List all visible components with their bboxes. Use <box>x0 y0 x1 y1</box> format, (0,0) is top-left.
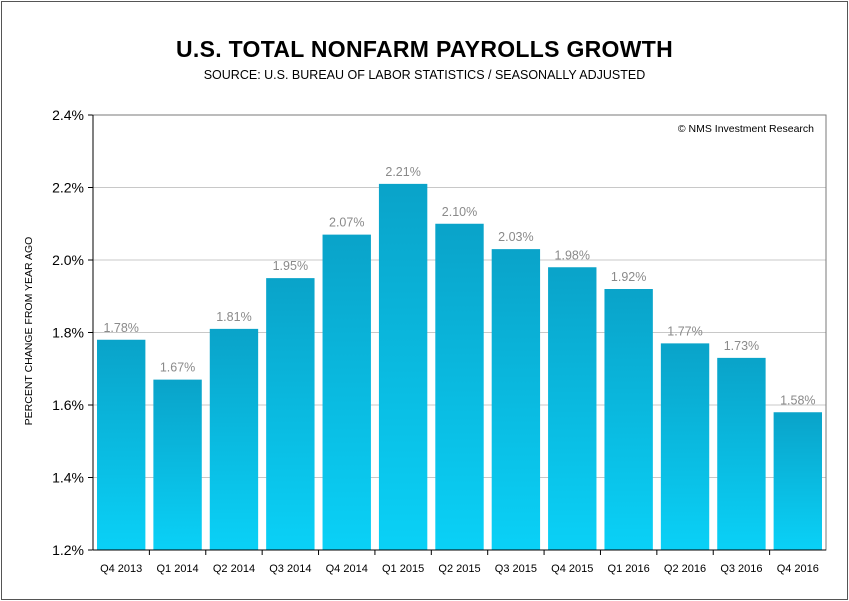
data-label: 1.58% <box>780 393 815 407</box>
x-tick-label: Q4 2016 <box>777 563 819 575</box>
x-tick-label: Q4 2014 <box>326 563 368 575</box>
bar <box>322 234 371 550</box>
bar <box>378 183 428 550</box>
bar <box>266 278 315 550</box>
chart-title: U.S. TOTAL NONFARM PAYROLLS GROWTH <box>175 36 674 62</box>
chart-subtitle: SOURCE: U.S. BUREAU OF LABOR STATISTICS … <box>203 68 646 82</box>
y-tick-label: 1.8% <box>52 325 84 341</box>
x-tick-label: Q2 2015 <box>438 563 480 575</box>
data-label: 2.03% <box>498 230 533 244</box>
y-tick-label: 2.4% <box>52 107 84 123</box>
x-tick-label: Q3 2014 <box>269 563 311 575</box>
bar <box>435 223 484 550</box>
bar <box>153 379 202 550</box>
x-tick-label: Q1 2015 <box>382 563 424 575</box>
data-label: 2.07% <box>329 216 364 230</box>
bar <box>604 289 653 550</box>
bar <box>97 339 146 550</box>
data-label: 1.98% <box>555 248 590 262</box>
bar <box>491 249 541 550</box>
y-tick-label: 1.6% <box>52 397 84 413</box>
data-label: 2.21% <box>385 165 420 179</box>
data-label: 1.77% <box>667 324 702 338</box>
y-tick-label: 1.4% <box>52 470 84 486</box>
y-tick-label: 1.2% <box>52 542 84 558</box>
data-label: 2.10% <box>442 205 477 219</box>
source-credit: © NMS Investment Research <box>678 123 814 135</box>
x-tick-label: Q3 2015 <box>495 563 537 575</box>
x-tick-label: Q3 2016 <box>720 563 762 575</box>
bar <box>548 267 597 550</box>
bar <box>660 343 710 550</box>
data-label: 1.67% <box>160 361 195 375</box>
x-tick-label: Q2 2016 <box>664 563 706 575</box>
x-tick-label: Q4 2015 <box>551 563 593 575</box>
data-label: 1.81% <box>216 310 251 324</box>
bar <box>717 357 766 550</box>
y-tick-label: 2.0% <box>52 252 84 268</box>
data-label: 1.92% <box>611 270 646 284</box>
x-tick-label: Q4 2013 <box>100 563 142 575</box>
x-tick-label: Q1 2014 <box>156 563 198 575</box>
x-tick-label: Q1 2016 <box>608 563 650 575</box>
data-label: 1.95% <box>273 259 308 273</box>
bar <box>209 328 259 550</box>
data-label: 1.78% <box>103 321 138 335</box>
bar <box>773 412 822 550</box>
x-tick-label: Q2 2014 <box>213 563 255 575</box>
y-tick-label: 2.2% <box>52 180 84 196</box>
data-label: 1.73% <box>724 339 759 353</box>
